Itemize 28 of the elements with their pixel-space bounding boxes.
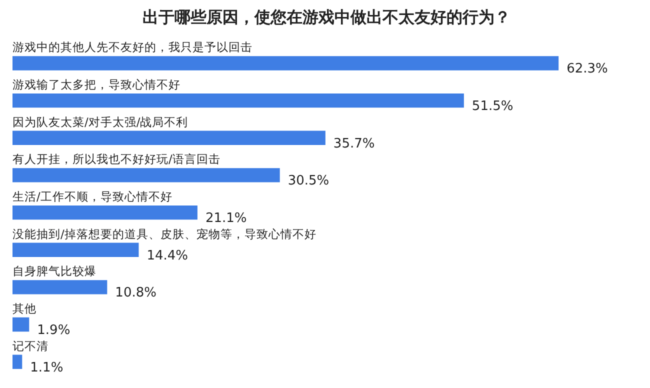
- y-tick-label: 有人开挂，所以我也不好好玩/语言回击: [12, 152, 220, 166]
- bar: [12, 317, 30, 332]
- bar: [12, 242, 139, 257]
- data-label: 21.1%: [205, 211, 247, 226]
- y-tick-label: 没能抽到/掉落想要的道具、皮肤、宠物等，导致心情不好: [12, 226, 316, 241]
- y-tick-label: 生活/工作不顺，导致心情不好: [12, 190, 172, 204]
- bar: [12, 93, 464, 108]
- data-label: 10.8%: [115, 286, 156, 301]
- data-label: 1.1%: [30, 360, 64, 376]
- bar: [12, 168, 280, 182]
- bar: [12, 205, 198, 220]
- data-label: 14.4%: [146, 248, 188, 264]
- y-tick-label: 记不清: [12, 338, 48, 353]
- data-label: 1.9%: [37, 323, 70, 338]
- data-label: 62.3%: [566, 62, 608, 77]
- data-label: 30.5%: [288, 174, 330, 189]
- y-tick-label: 游戏输了太多把，导致心情不好: [12, 78, 180, 92]
- y-tick-label: 自身脾气比较爆: [12, 264, 96, 278]
- bar: [12, 56, 559, 70]
- y-tick-label: 因为队友太菜/对手太强/战局不利: [12, 114, 188, 129]
- bar: [12, 354, 22, 369]
- bar: [12, 280, 108, 294]
- chart-title: 出于哪些原因，使您在游戏中做出不太友好的行为？: [142, 8, 510, 26]
- y-tick-label: 游戏中的其他人先不友好的，我只是予以回击: [12, 40, 252, 54]
- data-label: 51.5%: [472, 99, 514, 114]
- bar: [12, 130, 326, 145]
- data-label: 35.7%: [333, 136, 375, 152]
- y-tick-label: 其他: [12, 302, 36, 316]
